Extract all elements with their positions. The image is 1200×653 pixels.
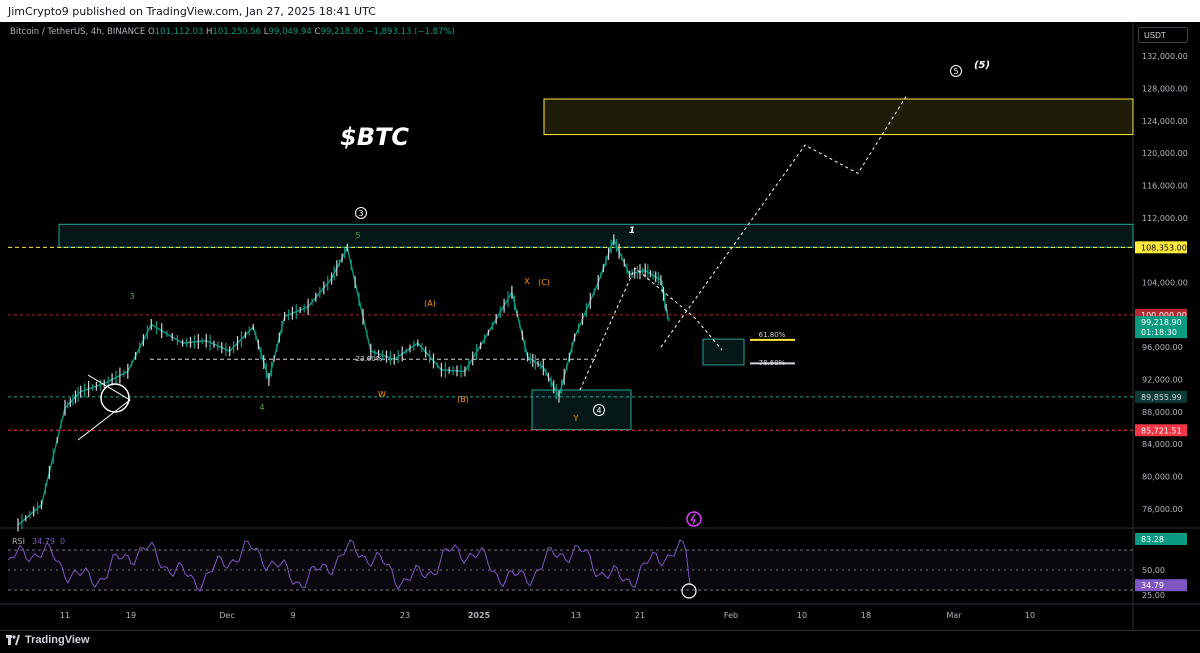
price-tick: 88,000.00 [1142, 408, 1183, 417]
time-tick: 9 [290, 611, 295, 620]
tradingview-logo[interactable]: TradingView [6, 634, 90, 646]
price-badge: 89,855.99 [1141, 393, 1182, 402]
time-tick: 2025 [468, 611, 491, 620]
price-badge-bg [1135, 390, 1187, 403]
wave-b-label: (B) [457, 395, 469, 404]
rsi-tick: 25.00 [1142, 591, 1165, 600]
wave-circle-3-ring [355, 207, 367, 219]
wave-w-label: W [378, 390, 386, 399]
zone-cyan-2 [702, 338, 745, 366]
time-tick: 18 [861, 611, 871, 620]
wave-1-label: 1 [629, 226, 635, 236]
price-tick: 112,000.00 [1142, 214, 1188, 223]
wave-circle-4: 4 [596, 406, 601, 415]
price-badge: 108,353.00 [1141, 243, 1187, 252]
zone-yellow-1 [543, 98, 1134, 136]
wave-x-label: X [524, 277, 530, 286]
wave-4-small: 4 [259, 403, 264, 412]
fib-236-label: 23.60% [356, 355, 383, 363]
price-badge-bg [1135, 424, 1187, 437]
time-tick: 10 [797, 611, 807, 620]
last-price-badge-bg [1135, 316, 1187, 339]
price-tick: 104,000.00 [1142, 279, 1188, 288]
close-value: 99,218.90 [320, 27, 364, 37]
time-tick: 10 [1025, 611, 1035, 620]
rsi-badge-bg [1135, 579, 1187, 592]
rsi-tick: 50.00 [1142, 566, 1165, 575]
footer-bar: TradingView [0, 630, 1200, 653]
projection-path [660, 96, 907, 348]
alert-bolt-icon [689, 513, 696, 525]
breakout-circle [100, 383, 130, 413]
last-price-badge: 99,218.90 [1141, 318, 1182, 327]
rsi-label: RSI [12, 537, 25, 546]
price-tick: 116,000.00 [1142, 182, 1188, 191]
publish-header: JimCrypto9 published on TradingView.com,… [0, 0, 1200, 22]
price-tick: 124,000.00 [1142, 117, 1188, 126]
symbol-name[interactable]: Bitcoin / TetherUS, 4h, BINANCE [10, 27, 146, 37]
change-value: −1,893.13 (−1.87%) [366, 27, 455, 37]
price-tick: 80,000.00 [1142, 473, 1183, 482]
close-label: C [314, 27, 321, 37]
price-tick: 120,000.00 [1142, 149, 1188, 158]
price-badge: 85,721.51 [1141, 426, 1182, 435]
price-badge: 100,000.00 [1141, 311, 1187, 320]
rsi-line [7, 539, 691, 592]
low-value: 99,049.94 [268, 27, 312, 37]
tradingview-brand: TradingView [25, 634, 90, 646]
fib-618-label: 61.80% [759, 331, 786, 339]
chart-title: $BTC [340, 123, 409, 151]
rsi-badge: 34.79 [1141, 581, 1164, 590]
time-tick: 11 [60, 611, 70, 620]
wave-a-label: (A) [424, 299, 436, 308]
high-value: 101,250.56 [212, 27, 262, 37]
wave-circle-5: 5 [953, 67, 958, 76]
last-price-countdown: 01:18:30 [1141, 328, 1177, 337]
time-tick: Feb [724, 611, 738, 620]
low-label: L [263, 27, 269, 37]
price-tick: 128,000.00 [1142, 85, 1188, 94]
price-tick: 76,000.00 [1142, 505, 1183, 514]
currency-button[interactable]: USDT [1138, 27, 1188, 43]
time-tick: Mar [946, 611, 962, 620]
triangle-pattern [77, 374, 131, 441]
price-tick: 84,000.00 [1142, 440, 1183, 449]
price-badge-bg [1135, 241, 1187, 254]
time-tick: 21 [635, 611, 645, 620]
wave-3-small: 3 [129, 292, 134, 301]
wave-circle-4-ring [593, 404, 605, 416]
rsi-circle [681, 583, 697, 599]
rsi-extra: 0 [60, 537, 65, 546]
high-label: H [206, 27, 213, 37]
wave-y-label: Y [573, 414, 579, 423]
zone-cyan-3 [531, 389, 632, 431]
open-label: O [147, 27, 155, 37]
rsi-badge-bg [1135, 533, 1187, 545]
price-tick: 96,000.00 [1142, 343, 1183, 352]
price-tick: 92,000.00 [1142, 376, 1183, 385]
time-tick: 19 [126, 611, 136, 620]
price-chart[interactable]: 345(5)1345XWY(A)(B)(C)23.60%61.80%78.60%… [0, 0, 1200, 630]
zone-cyan-0 [58, 223, 1134, 248]
open-value: 101,112.03 [154, 27, 204, 37]
wave-5-small: 5 [355, 231, 360, 240]
rsi-value: 34.79 [32, 537, 55, 546]
time-tick: 13 [571, 611, 581, 620]
price-tick: 132,000.00 [1142, 52, 1188, 61]
time-tick: 23 [400, 611, 410, 620]
wave-5-paren: (5) [974, 60, 990, 71]
rsi-badge: 83.28 [1141, 535, 1164, 544]
wave-circle-3: 3 [358, 209, 363, 218]
wave-circle-5-ring [950, 65, 962, 77]
time-tick: Dec [219, 611, 234, 620]
wave-path [579, 267, 723, 391]
wave-c-label: (C) [538, 278, 550, 287]
fib-786-label: 78.60% [759, 359, 786, 367]
alert-icon [686, 511, 702, 527]
publish-header-text: JimCrypto9 published on TradingView.com,… [8, 5, 376, 18]
symbol-legend: Bitcoin / TetherUS, 4h, BINANCE O101,112… [10, 27, 455, 37]
tradingview-logo-icon [6, 635, 20, 645]
